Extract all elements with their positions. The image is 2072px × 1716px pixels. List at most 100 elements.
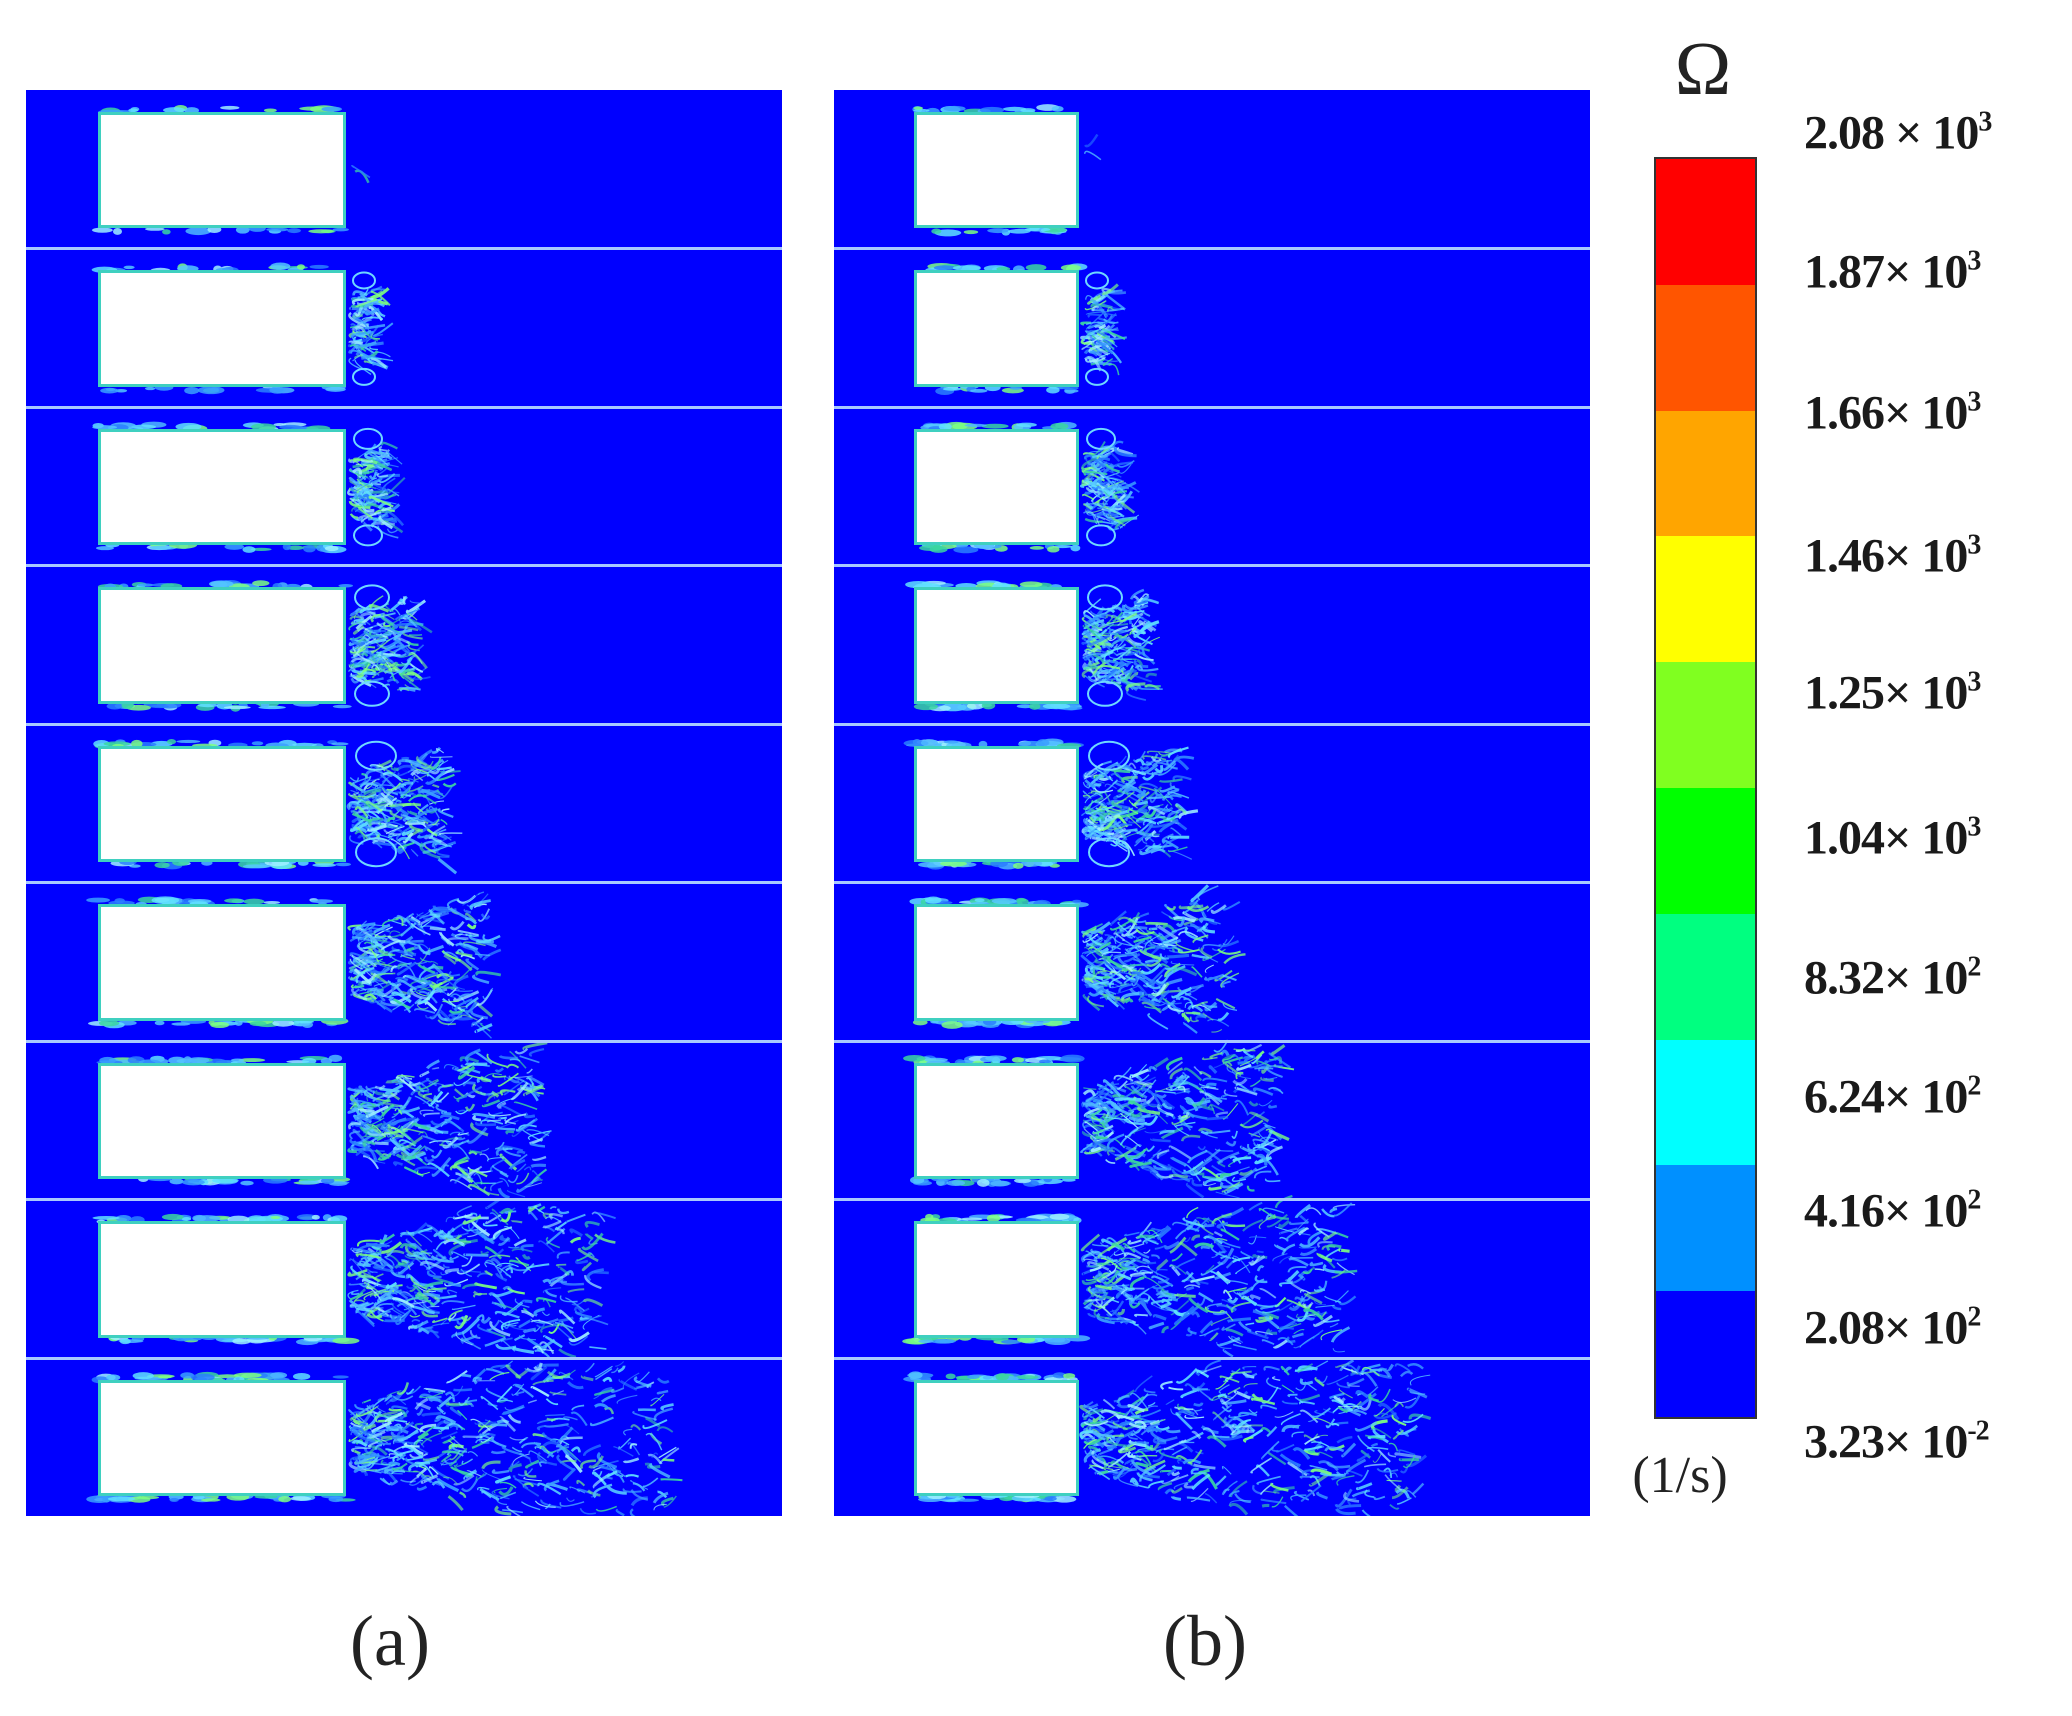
wake-filament	[1097, 970, 1107, 975]
wake-filament	[384, 1411, 403, 1424]
wake-filament	[1169, 794, 1182, 801]
wake-filament	[385, 1281, 398, 1290]
wake-filament	[469, 1330, 481, 1339]
wake-filament	[1232, 1078, 1248, 1086]
wake-filament	[1150, 756, 1162, 763]
wake-filament	[417, 1285, 436, 1293]
wake-filament	[422, 1112, 440, 1117]
wake-filament	[1220, 972, 1240, 989]
wake-filament	[353, 648, 361, 658]
wake-filament	[1166, 965, 1186, 978]
wake-filament	[1177, 930, 1199, 938]
wake-filament	[463, 908, 472, 914]
wake-filament	[1360, 1449, 1372, 1459]
wake-filament	[1259, 1288, 1277, 1299]
wake-filament	[366, 1428, 379, 1440]
shear-layer-streak	[311, 1214, 320, 1220]
wake-filament	[657, 1490, 668, 1499]
wake-filament	[1281, 1424, 1300, 1433]
wake-filament	[442, 1136, 459, 1149]
wake-filament	[1159, 1129, 1175, 1135]
wake-filament	[1280, 1413, 1301, 1426]
wake-filament	[528, 1048, 545, 1057]
wake-filament	[1131, 814, 1144, 821]
wake-filament	[1169, 1264, 1181, 1277]
shear-layer-streak	[180, 1019, 207, 1024]
wake-filament	[1246, 1185, 1255, 1192]
wake-filament	[447, 1289, 458, 1295]
wake-filament	[1271, 1496, 1284, 1508]
wake-filament	[424, 1146, 435, 1153]
wake-filament	[359, 966, 381, 975]
wake-filament	[364, 307, 380, 316]
wake-filament	[410, 849, 419, 857]
wake-filament	[1144, 1148, 1162, 1164]
wake-filament	[357, 1239, 380, 1247]
wake-filament	[1140, 1103, 1163, 1110]
wake-filament	[475, 970, 502, 977]
wake-filament	[351, 781, 367, 794]
frame-separator	[26, 1356, 782, 1360]
wake-filament	[360, 1469, 369, 1477]
wake-filament	[426, 1077, 438, 1087]
wake-filament	[1092, 783, 1102, 790]
wake-filament	[349, 958, 363, 970]
shear-layer-streak	[955, 1498, 980, 1502]
wake-filament	[1128, 762, 1137, 769]
wake-filament	[1093, 942, 1101, 948]
wake-filament	[539, 1445, 550, 1454]
wake-filament	[1116, 1401, 1139, 1409]
wake-filament	[1116, 985, 1138, 994]
wake-filament	[1123, 1145, 1146, 1158]
wake-filament	[1116, 459, 1135, 468]
wake-filament	[530, 1318, 545, 1324]
wake-filament	[1089, 468, 1101, 476]
wake-filament	[1183, 1284, 1201, 1289]
wake-filament	[391, 1297, 415, 1309]
wake-filament	[589, 1346, 607, 1350]
wake-filament	[459, 1056, 480, 1063]
wake-filament	[630, 1480, 649, 1490]
shear-layer-streak	[144, 386, 156, 391]
shear-layer-streak	[996, 266, 1011, 272]
wake-filament	[1169, 850, 1193, 860]
wake-filament	[477, 908, 491, 922]
wake-filament	[1145, 1095, 1155, 1105]
wake-filament	[1276, 1301, 1294, 1312]
wake-filament	[616, 1394, 638, 1404]
wake-filament	[1181, 1171, 1195, 1175]
wake-filament	[1402, 1454, 1416, 1469]
wake-filament	[358, 1085, 366, 1093]
wake-filament	[1146, 844, 1166, 853]
wake-filament	[467, 1183, 491, 1197]
shear-layer-streak	[1011, 1057, 1025, 1063]
wake-filament	[1170, 1177, 1193, 1181]
wake-filament	[379, 665, 389, 670]
wake-filament	[1235, 1264, 1249, 1275]
wake-filament	[399, 686, 421, 692]
wake-filament	[421, 1412, 442, 1417]
wake-filament	[1187, 1149, 1208, 1164]
wake-filament	[1221, 1181, 1241, 1193]
wake-filament	[1133, 659, 1149, 668]
wake-filament	[528, 1450, 548, 1462]
wake-filament	[509, 1259, 530, 1267]
wake-filament	[418, 990, 438, 1004]
wake-filament	[350, 657, 376, 666]
wake-filament	[1302, 1268, 1313, 1275]
wake-filament	[438, 832, 463, 836]
wake-filament	[1140, 1165, 1164, 1181]
wake-filament	[1084, 612, 1109, 626]
wake-filament	[393, 1106, 407, 1115]
wake-filament	[1211, 1212, 1233, 1225]
wake-filament	[1117, 921, 1136, 939]
wake-filament	[1147, 1229, 1163, 1244]
wake-filament	[1095, 1284, 1113, 1291]
wake-filament	[1221, 1405, 1233, 1413]
wake-filament	[1084, 355, 1102, 372]
wake-filament	[1321, 1208, 1335, 1218]
wake-filament	[1141, 978, 1155, 987]
wake-filament	[1187, 1004, 1204, 1013]
shear-layer-streak	[1025, 264, 1047, 271]
wake-filament	[498, 1399, 514, 1403]
